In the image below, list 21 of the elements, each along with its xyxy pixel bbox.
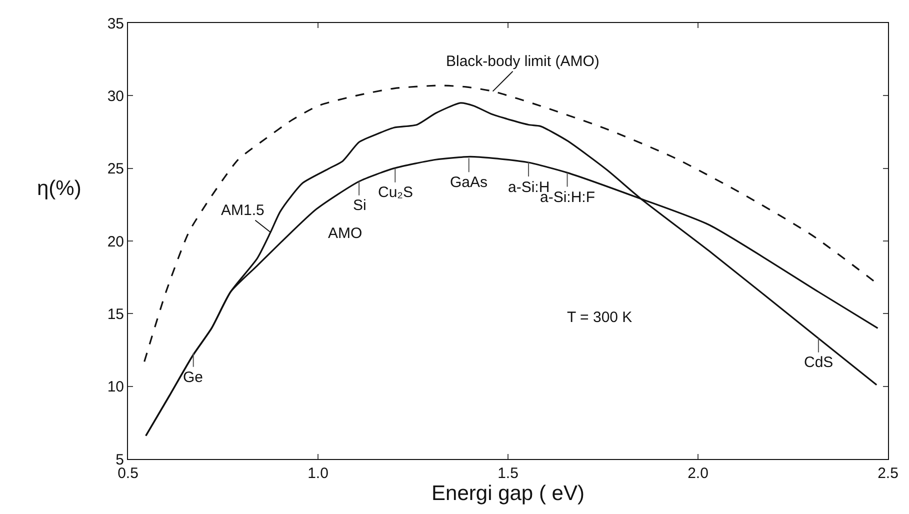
y-tick-label: 20 xyxy=(107,233,124,250)
x-axis-title: Energi gap ( eV) xyxy=(432,482,584,506)
x-tick-label: 1.5 xyxy=(498,465,518,482)
y-tick-label: 10 xyxy=(107,378,124,396)
series-label: Black-body limit (AMO) xyxy=(446,53,600,70)
annotation: Si xyxy=(353,197,366,214)
x-tick-label: 1.0 xyxy=(308,465,328,482)
y-axis-title: η(%) xyxy=(37,177,82,200)
y-tick-label: 35 xyxy=(107,15,124,32)
y-tick-label: 25 xyxy=(107,160,124,178)
annotation: Cu₂S xyxy=(378,184,414,201)
y-tick-label: 15 xyxy=(107,306,124,323)
annotation: GaAs xyxy=(450,174,488,191)
annotation: T = 300 K xyxy=(567,309,632,326)
x-tick-label: 2.0 xyxy=(688,465,708,482)
x-tick-label: 2.5 xyxy=(878,465,898,482)
series-label: AM1.5 xyxy=(221,202,264,219)
y-tick-label: 30 xyxy=(107,88,124,105)
annotation: Ge xyxy=(183,369,204,386)
annotation: CdS xyxy=(804,354,834,371)
series-label: AMO xyxy=(328,225,362,242)
